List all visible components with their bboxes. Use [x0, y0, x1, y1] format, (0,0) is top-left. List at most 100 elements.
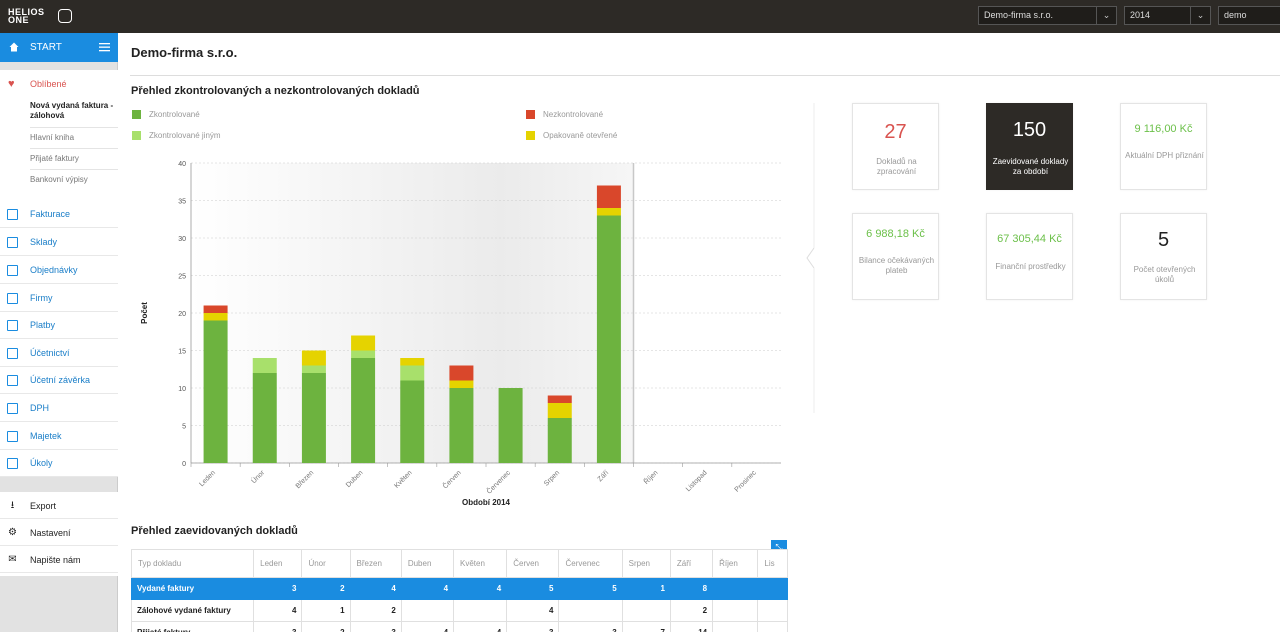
start-button[interactable]: START — [0, 33, 118, 62]
tile-open-tasks[interactable]: 5 Počet otevřených úkolů — [1120, 213, 1207, 300]
bar-segment[interactable] — [596, 208, 621, 216]
favorite-item[interactable]: Hlavní kniha — [30, 133, 75, 142]
logo-text-top: HELIOS — [8, 7, 45, 17]
contact-button[interactable]: ✉ Napište nám — [0, 546, 118, 573]
helios-logo[interactable]: HELIOS ONE — [8, 8, 74, 25]
bar-segment[interactable] — [351, 335, 376, 351]
favorite-item[interactable]: Přijaté faktury — [30, 154, 79, 163]
column-header[interactable]: Říjen — [712, 549, 759, 578]
nav-item-ukoly[interactable]: Úkoly — [0, 449, 118, 477]
tile-documents-to-process[interactable]: 27 Dokladů na zpracování — [852, 103, 939, 190]
column-header[interactable]: Červen — [506, 549, 560, 578]
tile-value: 5 — [1157, 229, 1170, 251]
tile-vat-return[interactable]: 9 116,00 Kč Aktuální DPH přiznání — [1120, 103, 1207, 190]
table-cell: 1 — [621, 577, 671, 600]
nav-item-ucetni-zaverka[interactable]: Účetní závěrka — [0, 366, 118, 394]
documents-table-container: Typ dokladu Leden Únor Březen Duben Květen Čer… — [131, 549, 788, 632]
bar-segment[interactable] — [301, 365, 326, 374]
user-field[interactable]: demo — [1218, 6, 1280, 25]
nav-item-label: Objednávky — [30, 265, 78, 275]
bar-segment[interactable] — [400, 380, 425, 464]
table-row[interactable]: Zálohové vydané faktury 4 1 2 4 2 — [131, 599, 788, 622]
column-header[interactable]: Září — [669, 549, 714, 578]
table-cell: 7 — [621, 621, 671, 632]
start-label: START — [30, 42, 62, 53]
nav-item-sklady[interactable]: Sklady — [0, 228, 118, 256]
favorite-item[interactable]: Nová vydaná faktura - zálohová — [30, 101, 114, 120]
bar-segment[interactable] — [203, 320, 228, 464]
x-tick-label: Červenec — [484, 468, 512, 496]
closing-icon — [7, 375, 18, 386]
column-header[interactable]: Lis — [757, 549, 788, 578]
tile-financial-funds[interactable]: 67 305,44 Kč Finanční prostředky — [986, 213, 1073, 300]
column-header[interactable]: Srpen — [621, 549, 671, 578]
nav-item-objednavky[interactable]: Objednávky — [0, 256, 118, 284]
bar-segment[interactable] — [400, 365, 425, 381]
year-select[interactable]: 2014 ⌄ — [1124, 6, 1211, 25]
column-header[interactable]: Květen — [453, 549, 508, 578]
company-select-value: Demo-firma s.r.o. — [984, 10, 1054, 20]
bar-segment[interactable] — [547, 418, 572, 463]
invoice-icon — [7, 209, 18, 220]
settings-button[interactable]: ⚙ Nastavení — [0, 519, 118, 546]
bar-segment[interactable] — [547, 403, 572, 418]
column-header[interactable]: Únor — [301, 549, 351, 578]
building-icon — [7, 293, 18, 304]
bar-segment[interactable] — [301, 373, 326, 463]
y-tick-label: 40 — [178, 161, 186, 168]
table-row[interactable]: Vydané faktury 3 2 4 4 4 5 5 1 8 — [131, 577, 788, 600]
column-header[interactable]: Leden — [253, 549, 303, 578]
table-header-row: Typ dokladu Leden Únor Březen Duben Květen Čer… — [131, 549, 788, 578]
bar-segment[interactable] — [351, 358, 376, 463]
bar-segment[interactable] — [400, 358, 425, 366]
divider — [30, 127, 118, 128]
heart-icon: ♥ — [8, 78, 15, 90]
bar-segment[interactable] — [449, 388, 474, 463]
table-cell — [621, 599, 671, 622]
table-cell: 4 — [400, 621, 455, 632]
nav-item-fakturace[interactable]: Fakturace — [0, 200, 118, 228]
bar-segment[interactable] — [351, 350, 376, 359]
bar-segment[interactable] — [203, 305, 228, 314]
legend-swatch — [132, 131, 141, 140]
tile-value: 150 — [1012, 119, 1047, 141]
company-select[interactable]: Demo-firma s.r.o. ⌄ — [978, 6, 1117, 25]
nav-item-majetek[interactable]: Majetek — [0, 422, 118, 450]
nav-item-ucetnictvi[interactable]: Účetnictví — [0, 339, 118, 367]
order-icon — [7, 265, 18, 276]
bar-segment[interactable] — [498, 388, 523, 463]
bar-segment[interactable] — [449, 365, 474, 381]
nav-item-dph[interactable]: DPH — [0, 394, 118, 422]
table-cell: 3 — [558, 621, 623, 632]
bar-segment[interactable] — [449, 380, 474, 389]
legend-label: Nezkontrolované — [543, 110, 604, 119]
nav-item-platby[interactable]: Platby — [0, 311, 118, 339]
table-cell: 2 — [301, 577, 351, 600]
bar-segment[interactable] — [301, 350, 326, 366]
bar-segment[interactable] — [547, 395, 572, 404]
column-header[interactable]: Typ dokladu — [131, 549, 255, 578]
bar-segment[interactable] — [252, 358, 277, 373]
export-button[interactable]: ⭳ Export — [0, 492, 118, 519]
year-select-value: 2014 — [1130, 10, 1151, 20]
tile-payment-balance[interactable]: 6 988,18 Kč Bilance očekávaných plateb — [852, 213, 939, 300]
column-header[interactable]: Březen — [349, 549, 402, 578]
column-header[interactable]: Červenec — [558, 549, 623, 578]
table-cell: 2 — [349, 599, 402, 622]
bar-segment[interactable] — [596, 215, 621, 464]
table-cell: 3 — [253, 577, 303, 600]
favorite-item[interactable]: Bankovní výpisy — [30, 175, 88, 184]
column-header[interactable]: Duben — [400, 549, 455, 578]
table-cell: 14 — [669, 621, 714, 632]
logo-mark-icon — [58, 9, 72, 23]
nav-item-firmy[interactable]: Firmy — [0, 284, 118, 312]
row-label-cell: Vydané faktury — [131, 577, 255, 600]
nav-item-label: DPH — [30, 403, 50, 413]
y-tick-label: 35 — [178, 199, 186, 206]
hamburger-menu-icon[interactable] — [99, 42, 110, 52]
tile-recorded-documents[interactable]: 150 Zaevidované doklady za období — [986, 103, 1073, 190]
bar-segment[interactable] — [252, 373, 277, 463]
table-row[interactable]: Přijaté faktury3234433714 — [131, 621, 788, 632]
bar-segment[interactable] — [596, 185, 621, 209]
bar-segment[interactable] — [203, 313, 228, 321]
